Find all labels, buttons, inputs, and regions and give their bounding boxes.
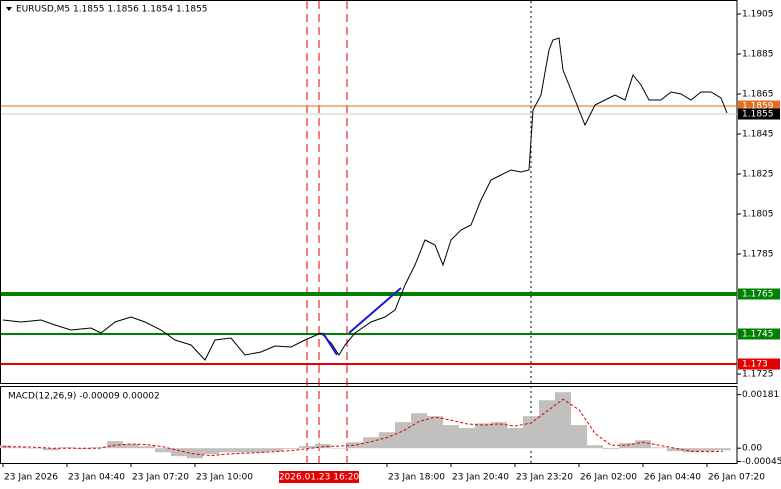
level-label-box	[738, 328, 780, 340]
macd-bar	[539, 400, 555, 449]
x-tick-label: 23 Jan 20:40	[452, 473, 509, 483]
macd-bar	[619, 443, 635, 449]
macd-panel	[0, 386, 738, 464]
macd-bar	[283, 448, 299, 450]
macd-bar	[459, 428, 475, 449]
macd-bar	[523, 416, 539, 449]
macd-bar	[699, 448, 715, 452]
y-tick-label: 1.1865	[742, 90, 774, 100]
macd-bar	[555, 392, 571, 449]
y-tick-label: 1.1725	[742, 370, 774, 380]
macd-bar	[507, 428, 523, 449]
level-label-box	[738, 100, 780, 112]
y-tick-label: 1.1785	[742, 250, 774, 260]
macd-bar	[11, 447, 27, 449]
level-label-box	[738, 358, 780, 370]
macd-bar	[715, 448, 731, 451]
trendline	[322, 332, 338, 356]
macd-bar	[395, 422, 411, 449]
macd-bar	[203, 448, 219, 455]
level-label: 1.1745	[742, 330, 774, 340]
level-label: 1.173	[742, 360, 768, 370]
y-tick-label: 0.00	[742, 444, 762, 454]
macd-bar	[571, 425, 587, 449]
highlight-tick-box	[279, 471, 359, 483]
signal-line	[3, 398, 724, 457]
y-tick-label: 1.1905	[742, 10, 774, 20]
macd-bar	[635, 440, 651, 449]
highlight-tick-label: 2026.01.23 16:20	[279, 473, 360, 483]
macd-bar	[59, 447, 75, 449]
macd-bar	[235, 448, 251, 453]
macd-bar	[411, 413, 427, 449]
x-tick-label: 26 Jan 07:20	[708, 473, 765, 483]
x-tick-label: 26 Jan 02:00	[580, 473, 637, 483]
macd-bar	[443, 425, 459, 449]
level-label-box	[738, 288, 780, 300]
macd-bar	[315, 444, 331, 449]
current-price-label: 1.1855	[742, 110, 774, 120]
macd-bar	[667, 448, 683, 452]
macd-bar	[155, 448, 171, 453]
macd-bar	[139, 446, 155, 449]
macd-bar	[331, 448, 347, 449]
macd-bar	[107, 441, 123, 449]
level-label: 1.1765	[742, 290, 774, 300]
macd-bar	[171, 448, 187, 457]
macd-bar	[123, 444, 139, 449]
macd-bar	[251, 448, 267, 453]
x-tick-label: 23 Jan 23:20	[516, 473, 573, 483]
macd-bar	[363, 437, 379, 449]
macd-bar	[299, 446, 315, 449]
y-tick-label: 1.1885	[742, 50, 774, 60]
trendline	[348, 287, 402, 334]
chart-title: EURUSD,M5 1.1855 1.1856 1.1854 1.1855	[16, 5, 208, 15]
y-tick-label: 0.00181	[742, 390, 779, 400]
price-panel	[0, 0, 738, 384]
level-label: 1.1859	[742, 102, 774, 112]
x-tick-label: 23 Jan 2026	[4, 473, 58, 483]
macd-bar	[651, 447, 667, 449]
x-tick-label: 23 Jan 07:20	[132, 473, 189, 483]
y-tick-label: 1.1845	[742, 130, 774, 140]
macd-bar	[43, 448, 59, 451]
macd-bar	[427, 416, 443, 449]
macd-bar	[587, 445, 603, 449]
macd-bar	[475, 423, 491, 449]
current-price-box	[738, 108, 780, 120]
y-tick-label: -0.00045	[742, 457, 781, 467]
macd-bar	[27, 448, 43, 449]
x-tick-label: 23 Jan 04:40	[68, 473, 125, 483]
macd-bar	[379, 432, 395, 449]
macd-bar	[267, 448, 283, 452]
macd-bar	[347, 442, 363, 449]
price-line	[2, 37, 728, 361]
x-tick-label: 23 Jan 18:00	[388, 473, 445, 483]
macd-bar	[491, 422, 507, 449]
x-tick-label: 26 Jan 04:40	[644, 473, 701, 483]
menu-arrow	[6, 7, 12, 11]
x-tick-label: 23 Jan 10:00	[196, 473, 253, 483]
macd-bar	[187, 448, 203, 459]
macd-bar	[683, 448, 699, 453]
macd-title: MACD(12,26,9) -0.00009 0.00002	[8, 392, 160, 402]
y-tick-label: 1.1825	[742, 170, 774, 180]
macd-bar	[603, 448, 619, 450]
macd-bar	[219, 448, 235, 453]
y-tick-label: 1.1805	[742, 210, 774, 220]
